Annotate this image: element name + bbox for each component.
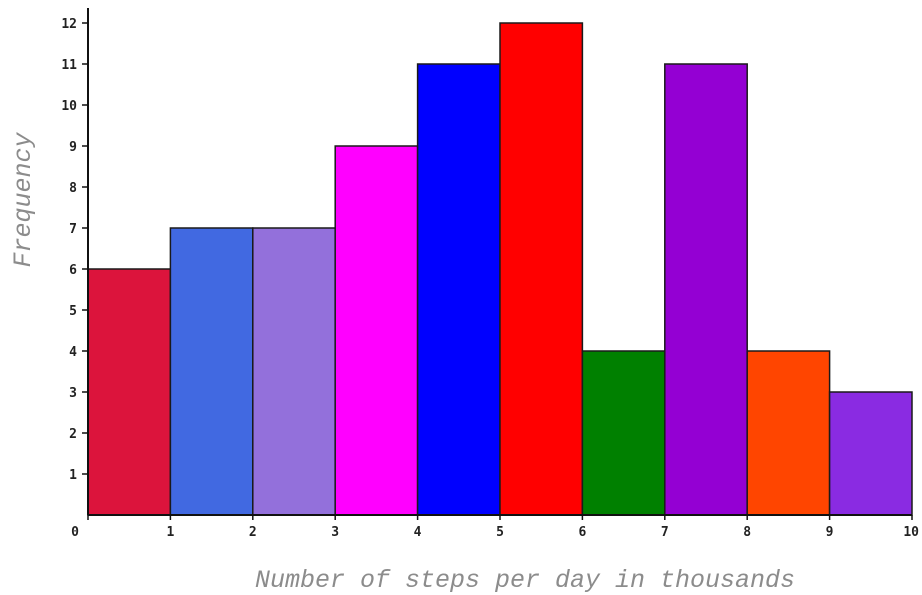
y-tick-label: 2 [69,427,77,442]
x-tick-label: 6 [578,525,586,540]
bar-7-8 [664,63,748,516]
bar-4-5 [416,63,501,516]
x-tick-label: 10 [903,525,919,540]
y-tick-label: 3 [69,386,77,401]
y-tick-label: 1 [69,468,77,483]
y-tick-label: 5 [69,304,77,319]
x-tick-label: 3 [331,525,339,540]
bar-1-2 [169,227,254,516]
y-tick-label: 10 [61,99,77,114]
y-tick-label: 4 [69,345,77,360]
x-tick-label: 9 [826,525,834,540]
x-tick-label: 5 [496,525,504,540]
x-tick-label: 0 [71,525,79,540]
x-tick-label: 2 [249,525,257,540]
y-tick-label: 11 [61,58,77,73]
y-axis-title: Frequency [9,131,38,267]
y-tick-label: 12 [61,17,77,32]
bar-3-4 [334,145,419,516]
y-tick-label: 9 [69,140,77,155]
bar-6-7 [581,350,666,516]
x-tick-label: 4 [414,525,422,540]
x-axis-title: Number of steps per day in thousands [255,566,795,595]
x-tick-label: 8 [743,525,751,540]
x-tick-label: 7 [661,525,669,540]
bars-group [87,22,913,516]
bar-8-9 [746,350,831,516]
bar-9-10 [828,391,913,516]
bar-5-6 [499,22,584,516]
y-tick-label: 6 [69,263,77,278]
bar-2-3 [252,227,336,516]
x-ticks-group: 0 1 2 3 4 5 6 7 8 9 10 [71,515,919,540]
x-tick-label: 1 [166,525,174,540]
bar-0-1 [87,268,172,516]
y-tick-label: 8 [69,181,77,196]
y-tick-label: 7 [69,222,77,237]
